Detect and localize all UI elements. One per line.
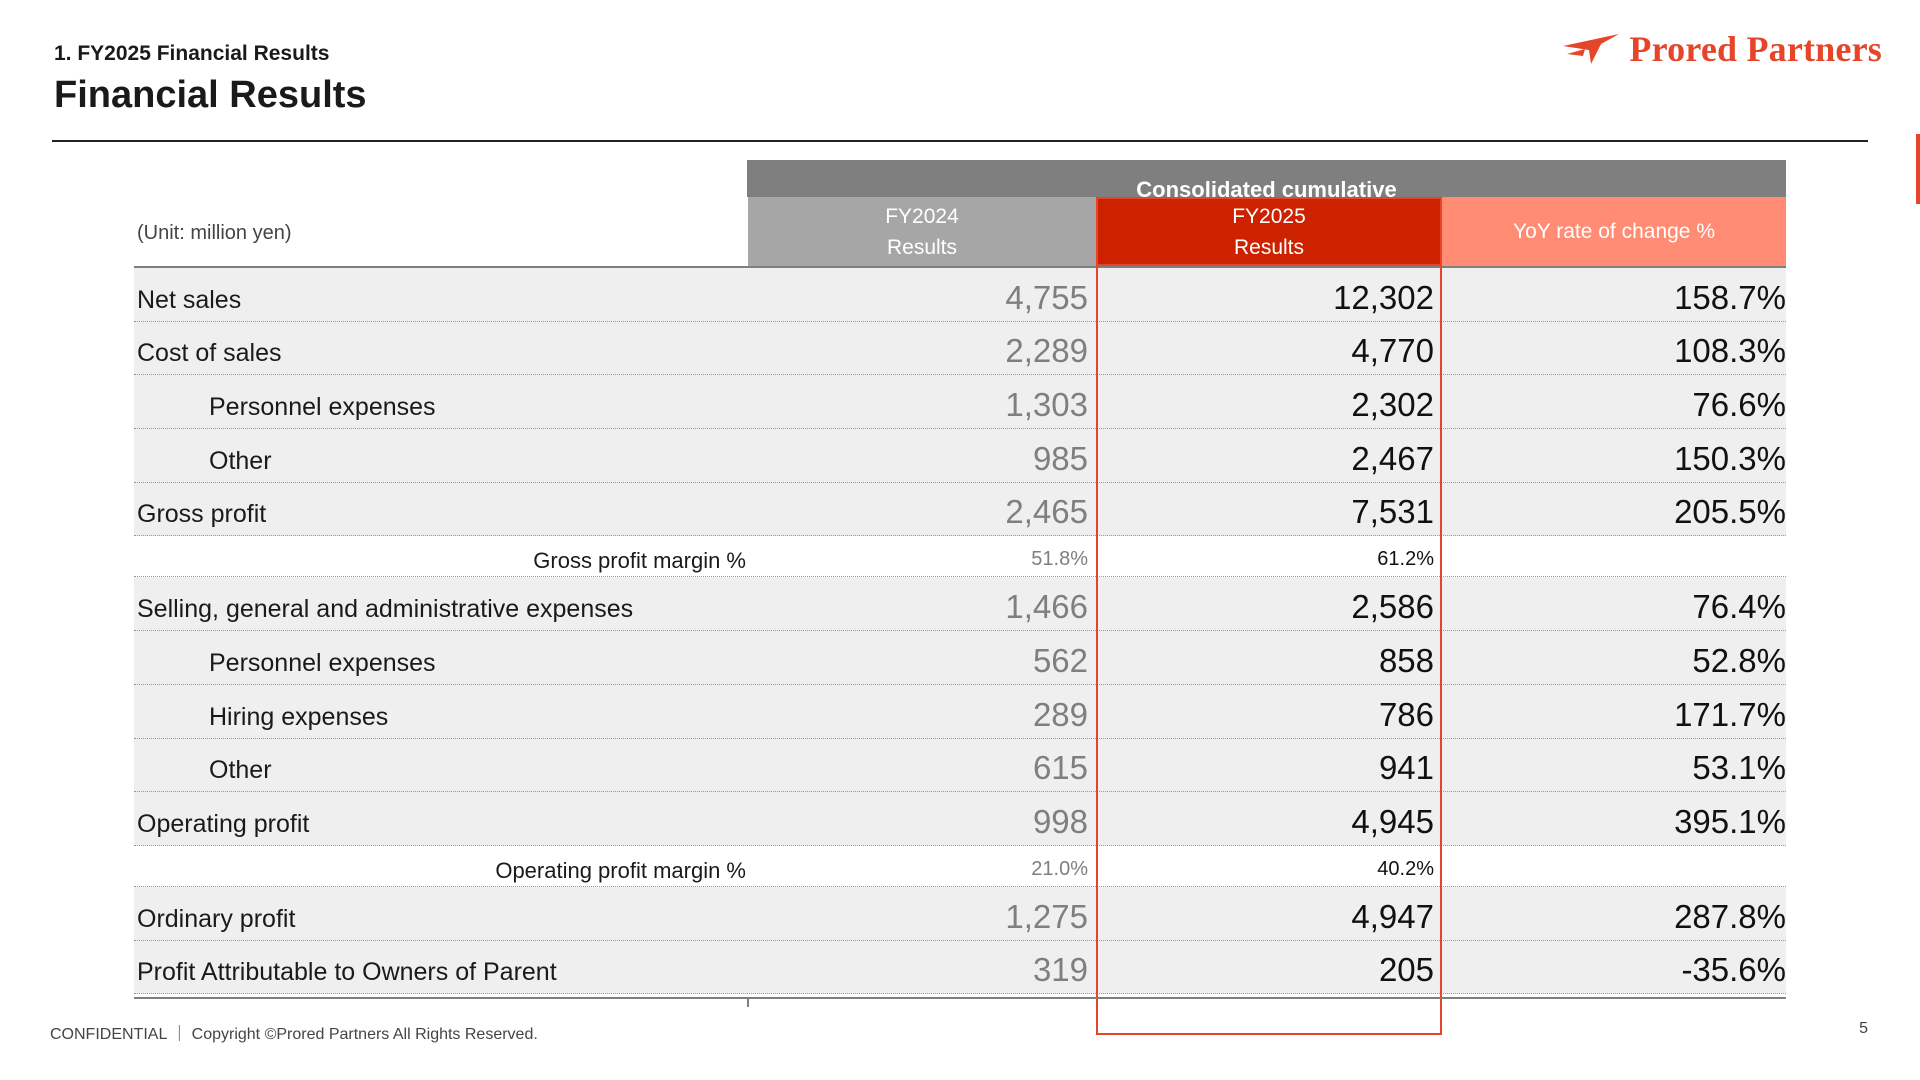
table-row: Personnel expenses 1,303 2,302 76.6%: [134, 375, 1786, 430]
swoosh-arrow-icon: [1563, 34, 1620, 64]
cell-fy2025: 12,302: [1333, 278, 1434, 316]
row-label: Other: [209, 756, 272, 785]
cell-fy2024: 1,466: [1005, 588, 1088, 626]
cell-fy2024: 998: [1032, 802, 1088, 840]
table-row: Hiring expenses 289 786 171.7%: [134, 684, 1786, 739]
cell-fy2024: 4,755: [1005, 278, 1088, 316]
row-label: Personnel expenses: [209, 648, 436, 677]
cell-yoy: 76.6%: [1692, 386, 1786, 424]
cell-yoy: 205.5%: [1674, 493, 1786, 531]
table-row: Personnel expenses 562 858 52.8%: [134, 631, 1786, 685]
cell-fy2024: 2,465: [1005, 493, 1088, 531]
cell-fy2024: 2,289: [1005, 332, 1088, 370]
row-label: Other: [209, 446, 272, 475]
row-label: Gross profit margin %: [533, 548, 746, 574]
breadcrumb: 1. FY2025 Financial Results: [54, 42, 330, 65]
row-label: Selling, general and administrative expe…: [137, 595, 634, 624]
table-row: Gross profit 2,465 7,531 205.5%: [134, 482, 1786, 537]
cell-fy2024: 289: [1032, 695, 1088, 733]
cell-fy2025: 2,586: [1351, 588, 1434, 626]
cell-fy2025: 4,945: [1351, 802, 1434, 840]
cell-fy2025: 941: [1378, 749, 1434, 787]
table-row: Ordinary profit 1,275 4,947 287.8%: [134, 886, 1786, 941]
cell-fy2024: 562: [1032, 641, 1088, 679]
cell-yoy: 53.1%: [1692, 749, 1786, 787]
table-row: Operating profit 998 4,945 395.1%: [134, 792, 1786, 846]
row-label: Gross profit: [137, 500, 267, 529]
logo-text: Prored Partners: [1629, 29, 1882, 69]
header-rule: [134, 266, 1786, 268]
cell-fy2024: 615: [1032, 749, 1088, 787]
group-header: Consolidated cumulative: [747, 160, 1786, 202]
cell-yoy: 171.7%: [1674, 695, 1786, 733]
cell-fy2025: 7,531: [1351, 493, 1434, 531]
cell-yoy: 395.1%: [1674, 802, 1786, 840]
column-header-fy2024: FY2024 Results: [748, 197, 1096, 266]
row-label: Operating profit: [137, 809, 310, 838]
table-row: Profit Attributable to Owners of Parent …: [134, 940, 1786, 995]
row-label: Hiring expenses: [209, 702, 389, 731]
table-bottom-rule: [134, 997, 1786, 999]
cell-yoy: -35.6%: [1681, 951, 1786, 989]
header-divider: [52, 140, 1868, 142]
cell-fy2025: 2,302: [1351, 386, 1434, 424]
row-label: Personnel expenses: [209, 393, 436, 422]
table-tick-mark: [747, 999, 749, 1007]
cell-fy2025: 2,467: [1351, 439, 1434, 477]
page-number: 5: [1859, 1020, 1868, 1037]
row-label: Operating profit margin %: [495, 857, 746, 883]
row-label: Ordinary profit: [137, 904, 296, 933]
table-row-margin: Operating profit margin % 21.0% 40.2%: [134, 845, 1786, 887]
company-logo: Prored Partners: [1561, 28, 1882, 70]
cell-fy2024: 319: [1032, 951, 1088, 989]
table-row: Cost of sales 2,289 4,770 108.3%: [134, 321, 1786, 376]
cell-yoy: 287.8%: [1674, 897, 1786, 935]
cell-fy2025: 4,770: [1351, 332, 1434, 370]
cell-fy2025: 4,947: [1351, 897, 1434, 935]
cell-fy2025: 205: [1378, 951, 1434, 989]
cell-fy2024: 51.8%: [1031, 548, 1088, 571]
column-header-yoy: YoY rate of change %: [1442, 197, 1786, 266]
row-label: Net sales: [137, 285, 242, 314]
cell-fy2025: 40.2%: [1377, 857, 1434, 880]
cell-yoy: 52.8%: [1692, 641, 1786, 679]
table-row: Net sales 4,755 12,302 158.7%: [134, 268, 1786, 322]
cell-yoy: 158.7%: [1674, 278, 1786, 316]
row-label: Cost of sales: [137, 339, 282, 368]
cell-fy2024: 21.0%: [1031, 857, 1088, 880]
cell-yoy: 108.3%: [1674, 332, 1786, 370]
cell-fy2025: 786: [1378, 695, 1434, 733]
unit-label: (Unit: million yen): [137, 222, 292, 244]
page-title: Financial Results: [54, 74, 367, 116]
table-row: Other 615 941 53.1%: [134, 738, 1786, 793]
table-row: Selling, general and administrative expe…: [134, 577, 1786, 632]
cell-fy2025: 858: [1378, 641, 1434, 679]
cell-fy2024: 985: [1032, 439, 1088, 477]
column-header-fy2025: FY2025 Results: [1096, 197, 1442, 266]
row-label: Profit Attributable to Owners of Parent: [137, 958, 557, 987]
cell-fy2024: 1,303: [1005, 386, 1088, 424]
table-row-margin: Gross profit margin % 51.8% 61.2%: [134, 536, 1786, 578]
cell-fy2024: 1,275: [1005, 897, 1088, 935]
side-accent-bar: [1916, 134, 1920, 204]
table-row: Other 985 2,467 150.3%: [134, 429, 1786, 483]
cell-yoy: 76.4%: [1692, 588, 1786, 626]
table-body: Net sales 4,755 12,302 158.7% Cost of sa…: [134, 268, 1786, 995]
footer-copyright: CONFIDENTIAL ｜ Copyright ©Prored Partner…: [50, 1026, 538, 1043]
cell-fy2025: 61.2%: [1377, 548, 1434, 571]
cell-yoy: 150.3%: [1674, 439, 1786, 477]
